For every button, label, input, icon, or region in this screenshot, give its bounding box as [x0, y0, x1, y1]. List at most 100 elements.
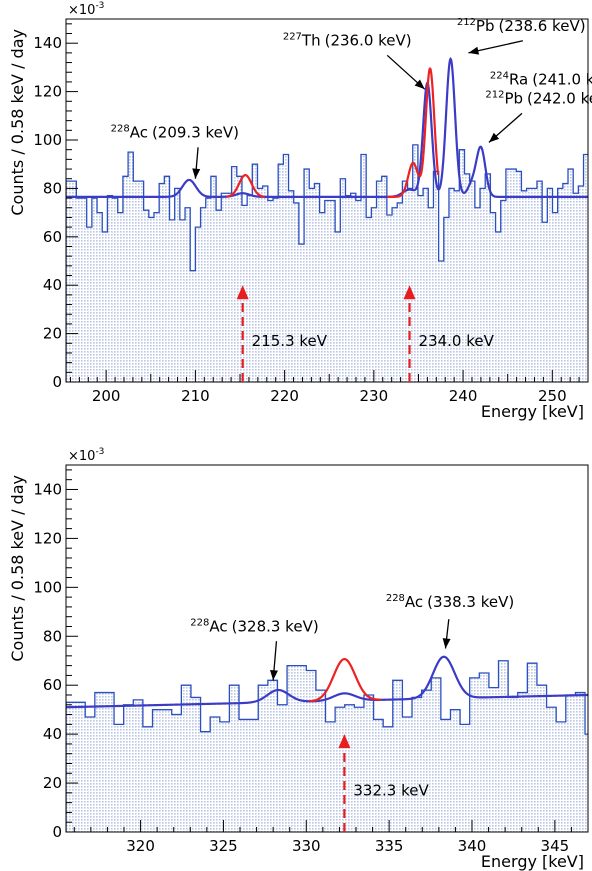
scale-base: ×10 [68, 449, 95, 464]
y-tick-label: 0 [52, 373, 62, 391]
histogram-line [66, 144, 588, 382]
annotation-arrowhead [414, 79, 425, 90]
isotope-energy: (236.0 keV) [325, 32, 412, 50]
fit-curve-blue [66, 655, 588, 709]
y-tick-label: 0 [52, 823, 62, 841]
marker-label: 332.3 keV [353, 781, 429, 799]
peak-annotation: 227Th (236.0 keV) [283, 32, 426, 90]
isotope-mass: 212 [485, 90, 504, 101]
annotation-text: 227Th (236.0 keV) [283, 32, 412, 50]
peak-annotation: 228Ac (338.3 keV) [386, 593, 514, 649]
isotope-mass: 228 [190, 617, 209, 628]
marker-label: 215.3 keV [252, 332, 328, 350]
y-tick-label: 20 [43, 774, 62, 792]
plot-frame [65, 464, 589, 833]
annotation-text: 212Pb(242.0 keV) [485, 90, 592, 108]
isotope-energy: (238.6 keV) [499, 17, 586, 35]
annotation-arrowhead [488, 132, 500, 143]
x-tick-label: 240 [449, 387, 478, 405]
y-tick-label: 100 [33, 578, 62, 596]
isotope-energy: (242.0 keV) [527, 90, 592, 108]
annotation-text: 212Pb (238.6 keV) [457, 17, 586, 35]
isotope-energy: (338.3 keV) [427, 593, 514, 611]
annotation-arrowhead [442, 638, 451, 649]
isotope-element: Ac [405, 593, 423, 611]
isotope-mass: 228 [386, 593, 405, 604]
x-axis: 200 210 220 230 240 250 [69, 370, 589, 405]
annotation-text: 224Ra(241.0 keV) [490, 70, 592, 88]
peak-marker: 215.3 keV [236, 285, 328, 382]
histogram-fill [66, 660, 588, 832]
y-axis-label: Counts / 0.58 keV / day [8, 29, 27, 216]
isotope-element: Ra [509, 70, 528, 88]
isotope-mass: 212 [457, 17, 476, 28]
annotation-text: 228Ac (328.3 keV) [190, 617, 318, 635]
x-tick-label: 330 [292, 837, 321, 855]
y-tick-label: 80 [43, 179, 62, 197]
isotope-mass: 224 [490, 70, 509, 81]
x-tick-label: 200 [92, 387, 121, 405]
marker-arrowhead [236, 285, 249, 300]
x-tick-label: 230 [360, 387, 389, 405]
x-tick-label: 320 [126, 837, 155, 855]
y-tick-label: 20 [43, 325, 62, 343]
isotope-energy: (209.3 keV) [152, 124, 239, 142]
isotope-energy: (328.3 keV) [232, 617, 319, 635]
plot-area [66, 655, 588, 832]
isotope-element: Th [301, 32, 321, 50]
annotation-arrowhead [270, 670, 278, 681]
annotation-text: 228Ac (338.3 keV) [386, 593, 514, 611]
y-tick-label: 120 [33, 529, 62, 547]
x-axis-label: Energy [keV] [481, 402, 584, 421]
peak-annotation: 228Ac (328.3 keV) [190, 617, 319, 681]
scale-exponent: -3 [95, 1, 104, 11]
isotope-element: Pb [504, 90, 523, 108]
y-tick-label: 80 [43, 627, 62, 645]
y-axis-label: Counts / 0.58 keV / day [8, 475, 27, 662]
y-axis: 0 20 40 60 80 100 120 140 [33, 23, 78, 391]
x-tick-label: 325 [209, 837, 238, 855]
fit-curve-blue [66, 57, 588, 198]
peak-marker: 234.0 keV [403, 285, 495, 382]
y-tick-label: 40 [43, 276, 62, 294]
fit-curve-red-2 [387, 67, 440, 198]
x-tick-label: 340 [458, 837, 487, 855]
marker-label: 234.0 keV [419, 332, 495, 350]
fit-curve-red-1 [226, 173, 266, 198]
y-tick-label: 60 [43, 676, 62, 694]
isotope-mass: 228 [111, 124, 130, 135]
y-tick-label: 60 [43, 228, 62, 246]
x-axis-label: Energy [keV] [481, 852, 584, 871]
isotope-mass: 227 [283, 32, 302, 43]
y-tick-label: 100 [33, 131, 62, 149]
y-scale-factor: ×10-3 [68, 447, 104, 464]
marker-arrowhead [338, 734, 351, 749]
annotation-arrowhead [192, 168, 201, 179]
x-tick-label: 335 [375, 837, 404, 855]
y-tick-label: 140 [33, 480, 62, 498]
peak-marker: 332.3 keV [338, 734, 429, 832]
marker-arrowhead [403, 285, 416, 300]
x-tick-label: 220 [270, 387, 299, 405]
fit-curve-red-1 [309, 657, 381, 703]
y-axis: 0 20 40 60 80 100 120 140 [33, 469, 78, 841]
x-tick-label: 250 [538, 387, 567, 405]
isotope-element: Ac [209, 617, 227, 635]
peak-annotation: 212Pb(242.0 keV) [485, 90, 592, 143]
annotation-text: 228Ac (209.3 keV) [111, 124, 239, 142]
y-tick-label: 120 [33, 83, 62, 101]
peak-annotation: 224Ra(241.0 keV) [490, 70, 592, 88]
histogram-line [66, 660, 588, 832]
x-tick-label: 345 [541, 837, 570, 855]
y-scale-factor: ×10-3 [68, 1, 104, 18]
x-tick-label: 210 [181, 387, 210, 405]
plot-area [66, 57, 588, 382]
y-tick-label: 40 [43, 725, 62, 743]
isotope-element: Ac [130, 124, 148, 142]
isotope-energy: (241.0 keV) [532, 70, 592, 88]
plot-frame [65, 18, 589, 383]
isotope-element: Pb [476, 17, 495, 35]
